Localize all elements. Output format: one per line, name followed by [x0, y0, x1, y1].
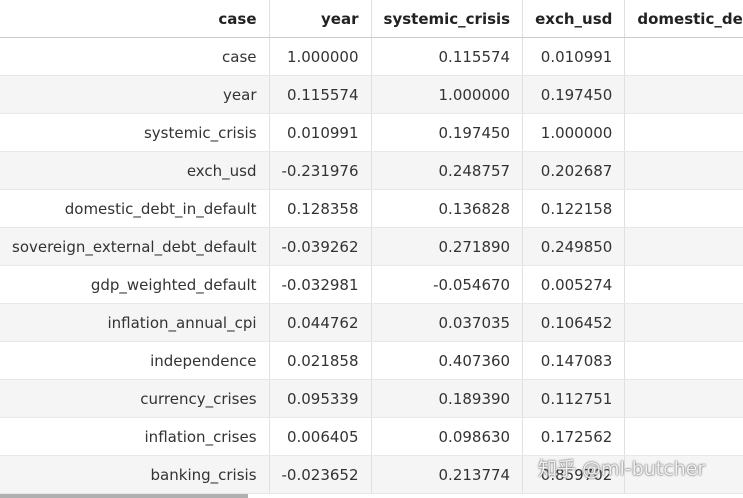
cell: 0.112751 — [522, 379, 626, 418]
cell: 0.106452 — [522, 303, 626, 342]
cell: -0.231976 — [269, 151, 372, 190]
cell: 0.005274 — [522, 265, 626, 304]
row-label: independence — [0, 341, 270, 380]
cell — [624, 151, 743, 190]
row-label: systemic_crisis — [0, 113, 270, 152]
table-row: inflation_crises 0.006405 0.098630 0.172562 — [0, 417, 743, 456]
cell — [624, 37, 743, 76]
row-label: year — [0, 75, 270, 114]
row-label: domestic_debt_in_default — [0, 189, 270, 228]
row-label: gdp_weighted_default — [0, 265, 270, 304]
cell: 0.021858 — [269, 341, 372, 380]
column-header: case — [0, 0, 270, 38]
column-header: systemic_crisis — [371, 0, 524, 38]
table-row: banking_crisis -0.023652 0.213774 0.859702 — [0, 455, 743, 494]
cell: 0.095339 — [269, 379, 372, 418]
cell: 0.037035 — [371, 303, 524, 342]
table-row: case 1.000000 0.115574 0.010991 — [0, 37, 743, 76]
cell: 0.172562 — [522, 417, 626, 456]
row-label: inflation_annual_cpi — [0, 303, 270, 342]
cell: 1.000000 — [522, 113, 626, 152]
cell: 0.115574 — [371, 37, 524, 76]
scrollbar[interactable] — [0, 494, 248, 498]
cell — [624, 379, 743, 418]
cell: 0.122158 — [522, 189, 626, 228]
table-row: gdp_weighted_default -0.032981 -0.054670 0.… — [0, 265, 743, 304]
cell — [624, 417, 743, 456]
table-row: inflation_annual_cpi 0.044762 0.037035 0.10… — [0, 303, 743, 342]
column-header: exch_usd — [522, 0, 626, 38]
row-label: exch_usd — [0, 151, 270, 190]
cell: 0.248757 — [371, 151, 524, 190]
row-label: sovereign_external_debt_default — [0, 227, 270, 266]
cell: 0.249850 — [522, 227, 626, 266]
cell — [624, 189, 743, 228]
cell — [624, 113, 743, 152]
table-row: year 0.115574 1.000000 0.197450 — [0, 75, 743, 114]
column-header: domestic_deb — [624, 0, 743, 38]
cell: 0.197450 — [522, 75, 626, 114]
table-row: exch_usd -0.231976 0.248757 0.202687 — [0, 151, 743, 190]
cell — [624, 341, 743, 380]
cell — [624, 75, 743, 114]
cell — [624, 303, 743, 342]
cell — [624, 455, 743, 494]
cell: 0.407360 — [371, 341, 524, 380]
cell: 0.010991 — [522, 37, 626, 76]
cell: -0.039262 — [269, 227, 372, 266]
row-label: banking_crisis — [0, 455, 270, 494]
cell: -0.032981 — [269, 265, 372, 304]
cell: 0.197450 — [371, 113, 524, 152]
cell: 0.136828 — [371, 189, 524, 228]
table-row: systemic_crisis 0.010991 0.197450 1.000000 — [0, 113, 743, 152]
row-label: inflation_crises — [0, 417, 270, 456]
table-row: independence 0.021858 0.407360 0.147083 — [0, 341, 743, 380]
cell: 0.128358 — [269, 189, 372, 228]
cell: 0.147083 — [522, 341, 626, 380]
header-row: case year systemic_crisis exch_usd domestic_… — [0, 0, 743, 38]
column-header: year — [269, 0, 372, 38]
table-row: currency_crises 0.095339 0.189390 0.112751 — [0, 379, 743, 418]
cell: 0.115574 — [269, 75, 372, 114]
table-row: sovereign_external_debt_default -0.039262… — [0, 227, 743, 266]
cell: 1.000000 — [269, 37, 372, 76]
cell: 0.271890 — [371, 227, 524, 266]
table-row: domestic_debt_in_default 0.128358 0.136828… — [0, 189, 743, 228]
cell: 0.010991 — [269, 113, 372, 152]
cell: 0.044762 — [269, 303, 372, 342]
row-label: currency_crises — [0, 379, 270, 418]
cell — [624, 227, 743, 266]
cell: -0.023652 — [269, 455, 372, 494]
row-label: case — [0, 37, 270, 76]
cell: 1.000000 — [371, 75, 524, 114]
cell — [624, 265, 743, 304]
cell: 0.098630 — [371, 417, 524, 456]
cell: 0.006405 — [269, 417, 372, 456]
table-body: case 1.000000 0.115574 0.010991 year 0.115574… — [0, 37, 743, 494]
cell: 0.202687 — [522, 151, 626, 190]
cell: 0.859702 — [522, 455, 626, 494]
cell: 0.213774 — [371, 455, 524, 494]
cell: 0.189390 — [371, 379, 524, 418]
watermark: 知乎 @ml-butcher — [538, 458, 706, 480]
cell: -0.054670 — [371, 265, 524, 304]
